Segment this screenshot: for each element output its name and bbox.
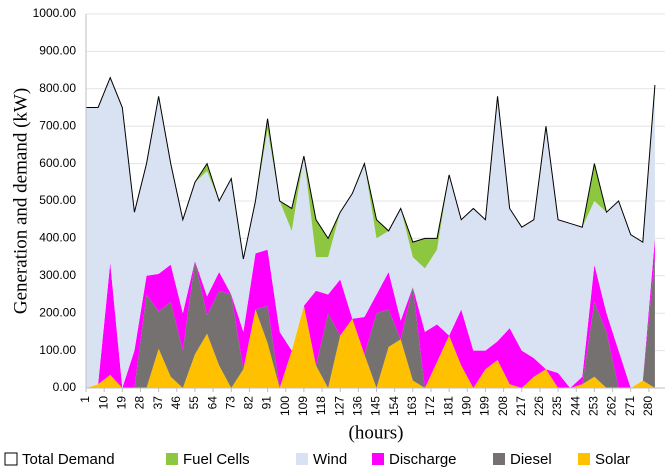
legend-swatch [4, 452, 18, 466]
x-tick-label: 217 [514, 396, 528, 416]
x-tick-label: 181 [441, 396, 455, 416]
x-tick-label: 73 [223, 396, 237, 410]
x-tick-label: 199 [478, 396, 492, 416]
x-tick-label: 235 [550, 396, 564, 416]
x-tick-label: 253 [587, 396, 601, 416]
x-tick-label: 100 [278, 396, 292, 416]
y-tick-label: 0.00 [53, 380, 77, 394]
y-tick-label: 400.00 [39, 231, 76, 245]
legend-swatch [493, 453, 505, 465]
x-tick-label: 190 [459, 396, 473, 416]
x-tick-label: 46 [169, 396, 183, 410]
legend-label: Fuel Cells [183, 451, 250, 468]
x-tick-label: 154 [387, 396, 401, 416]
x-tick-label: 271 [623, 396, 637, 416]
x-tick-label: 64 [205, 396, 219, 410]
legend-label: Total Demand [22, 451, 115, 468]
x-tick-label: 109 [296, 396, 310, 416]
y-tick-label: 900.00 [39, 44, 76, 58]
y-tick-label: 800.00 [39, 81, 76, 95]
y-tick-label: 600.00 [39, 156, 76, 170]
area [86, 257, 655, 388]
legend-swatch [166, 453, 178, 465]
y-tick-label: 500.00 [39, 193, 76, 207]
x-tick-label: 262 [605, 396, 619, 416]
x-tick-label: 82 [242, 396, 256, 410]
x-tick-label: 28 [133, 396, 147, 410]
area [86, 238, 655, 388]
x-tick-label: 118 [314, 396, 328, 415]
x-axis-title: (hours) [349, 422, 404, 443]
legend-label: Discharge [389, 451, 457, 468]
x-tick-label: 208 [496, 396, 510, 416]
legend-swatch [296, 453, 308, 465]
area [86, 305, 655, 388]
y-tick-label: 100.00 [39, 343, 76, 357]
legend-label: Wind [313, 451, 347, 468]
area [86, 77, 655, 388]
y-tick-label: 700.00 [39, 118, 76, 132]
x-tick-label: 172 [423, 396, 437, 416]
x-tick-label: 163 [405, 396, 419, 416]
y-tick-label: 300.00 [39, 268, 76, 282]
x-tick-label: 145 [369, 396, 383, 416]
y-tick-label: 1000.00 [33, 6, 77, 20]
x-tick-label: 37 [151, 396, 165, 410]
x-tick-label: 19 [114, 396, 128, 410]
x-tick-label: 280 [641, 396, 655, 416]
legend-swatch [372, 453, 384, 465]
y-axis-title: Generation and demand (kW) [10, 88, 31, 314]
x-tick-label: 136 [351, 396, 365, 416]
x-tick-label: 1 [78, 396, 92, 403]
x-tick-label: 127 [332, 396, 346, 416]
x-tick-label: 226 [532, 396, 546, 416]
x-tick-label: 10 [96, 396, 110, 410]
x-tick-label: 91 [260, 396, 274, 410]
legend-label: Solar [595, 451, 630, 468]
legend-swatch [578, 453, 590, 465]
line [86, 76, 656, 260]
y-tick-label: 200.00 [39, 305, 76, 319]
x-tick-label: 55 [187, 396, 201, 410]
legend-label: Diesel [510, 451, 552, 468]
x-tick-label: 244 [568, 396, 582, 416]
